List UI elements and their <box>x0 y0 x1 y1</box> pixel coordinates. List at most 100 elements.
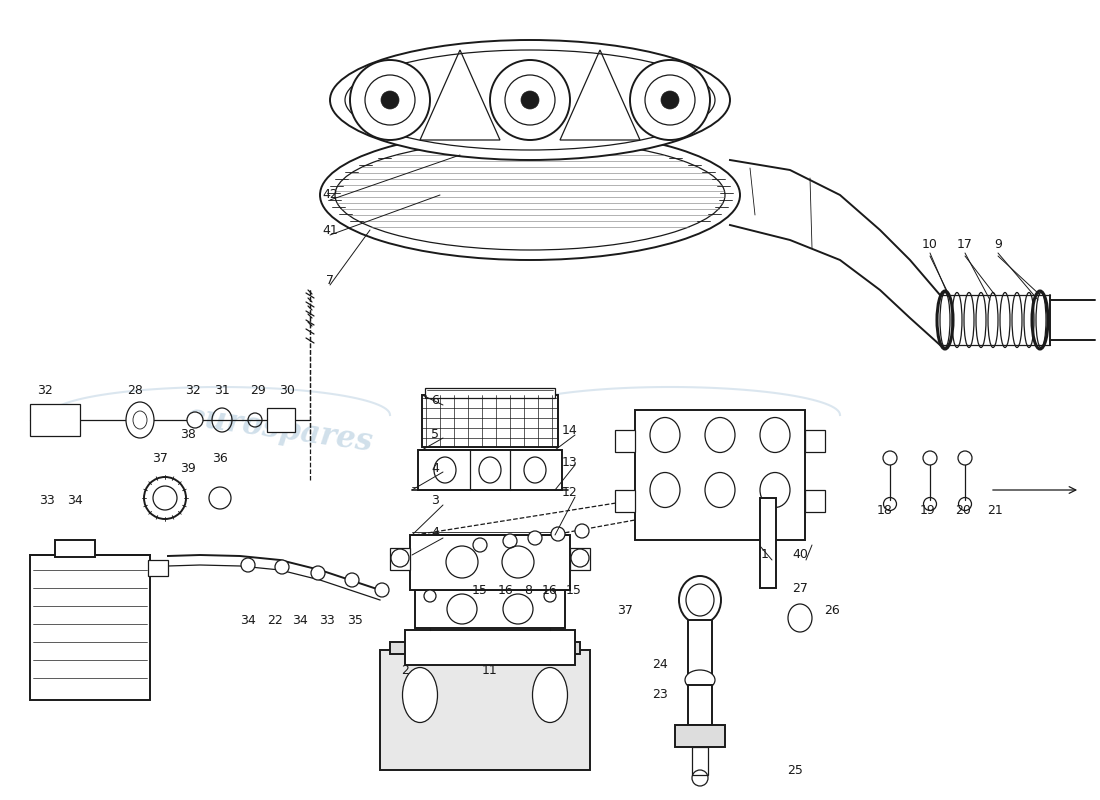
Text: 34: 34 <box>293 614 308 626</box>
Ellipse shape <box>350 60 430 140</box>
Ellipse shape <box>320 130 740 260</box>
Text: 35: 35 <box>348 614 363 626</box>
Ellipse shape <box>311 566 324 580</box>
Text: 32: 32 <box>37 383 53 397</box>
Text: 14: 14 <box>562 423 578 437</box>
Ellipse shape <box>330 40 730 160</box>
Text: 21: 21 <box>987 503 1003 517</box>
Bar <box>410 535 570 590</box>
Text: 8: 8 <box>524 583 532 597</box>
Text: 31: 31 <box>214 383 230 397</box>
Bar <box>30 555 150 700</box>
Text: 29: 29 <box>250 383 266 397</box>
Text: 18: 18 <box>877 503 893 517</box>
Ellipse shape <box>187 412 204 428</box>
Ellipse shape <box>381 91 399 109</box>
Bar <box>635 410 805 540</box>
Text: 6: 6 <box>431 394 439 406</box>
Ellipse shape <box>390 549 409 567</box>
Bar <box>760 498 775 588</box>
Bar <box>30 404 80 436</box>
Text: 33: 33 <box>40 494 55 506</box>
Ellipse shape <box>336 140 725 250</box>
Ellipse shape <box>685 670 715 690</box>
Ellipse shape <box>883 451 896 465</box>
Text: 3: 3 <box>431 494 439 506</box>
Bar <box>615 490 635 512</box>
Ellipse shape <box>126 402 154 438</box>
Text: eurospares: eurospares <box>635 402 826 458</box>
Text: 38: 38 <box>180 429 196 442</box>
Bar <box>379 650 590 770</box>
Text: 34: 34 <box>67 494 82 506</box>
Text: eurospares: eurospares <box>185 402 376 458</box>
Text: 40: 40 <box>792 549 807 562</box>
Ellipse shape <box>521 91 539 109</box>
Text: 5: 5 <box>431 429 439 442</box>
Bar <box>55 540 95 557</box>
Ellipse shape <box>679 576 721 624</box>
Bar <box>570 548 590 570</box>
Text: 16: 16 <box>542 583 558 597</box>
Bar <box>267 408 295 432</box>
Ellipse shape <box>532 667 568 722</box>
Text: 2: 2 <box>402 663 409 677</box>
Ellipse shape <box>424 590 436 602</box>
Bar <box>615 430 635 452</box>
Text: 7: 7 <box>326 274 334 286</box>
Bar <box>805 430 825 452</box>
Text: 34: 34 <box>240 614 256 626</box>
Text: 15: 15 <box>472 583 488 597</box>
Ellipse shape <box>275 560 289 574</box>
Text: 19: 19 <box>920 503 936 517</box>
Ellipse shape <box>345 50 715 150</box>
Ellipse shape <box>958 451 972 465</box>
Text: 28: 28 <box>128 383 143 397</box>
Bar <box>390 548 410 570</box>
Bar <box>425 388 556 398</box>
Ellipse shape <box>575 524 589 538</box>
Text: 4: 4 <box>431 526 439 539</box>
Text: 23: 23 <box>652 689 668 702</box>
Ellipse shape <box>241 558 255 572</box>
Bar <box>422 395 558 447</box>
Text: 32: 32 <box>185 383 201 397</box>
Ellipse shape <box>571 549 588 567</box>
Text: 11: 11 <box>482 663 498 677</box>
Bar <box>415 590 565 628</box>
Text: 30: 30 <box>279 383 295 397</box>
Ellipse shape <box>630 60 710 140</box>
Text: 41: 41 <box>322 223 338 237</box>
Text: 9: 9 <box>994 238 1002 251</box>
Text: 27: 27 <box>792 582 807 594</box>
Bar <box>675 725 725 747</box>
Ellipse shape <box>551 527 565 541</box>
Bar <box>390 642 580 654</box>
Ellipse shape <box>503 534 517 548</box>
Text: 16: 16 <box>498 583 514 597</box>
Text: 13: 13 <box>562 455 578 469</box>
Text: 22: 22 <box>267 614 283 626</box>
Ellipse shape <box>528 531 542 545</box>
Text: 42: 42 <box>322 189 338 202</box>
Bar <box>805 490 825 512</box>
Text: 33: 33 <box>319 614 334 626</box>
Text: 36: 36 <box>212 451 228 465</box>
Ellipse shape <box>144 477 186 519</box>
Ellipse shape <box>403 667 438 722</box>
Ellipse shape <box>923 451 937 465</box>
Text: 25: 25 <box>788 763 803 777</box>
Bar <box>405 630 575 665</box>
Bar <box>688 620 712 675</box>
Text: 17: 17 <box>957 238 972 251</box>
Text: 39: 39 <box>180 462 196 474</box>
Ellipse shape <box>788 604 812 632</box>
Bar <box>148 560 168 576</box>
Text: 37: 37 <box>617 603 632 617</box>
Text: 4: 4 <box>431 462 439 474</box>
Bar <box>692 747 708 775</box>
Ellipse shape <box>661 91 679 109</box>
Ellipse shape <box>490 60 570 140</box>
Text: 1: 1 <box>761 549 769 562</box>
Text: 26: 26 <box>824 603 840 617</box>
